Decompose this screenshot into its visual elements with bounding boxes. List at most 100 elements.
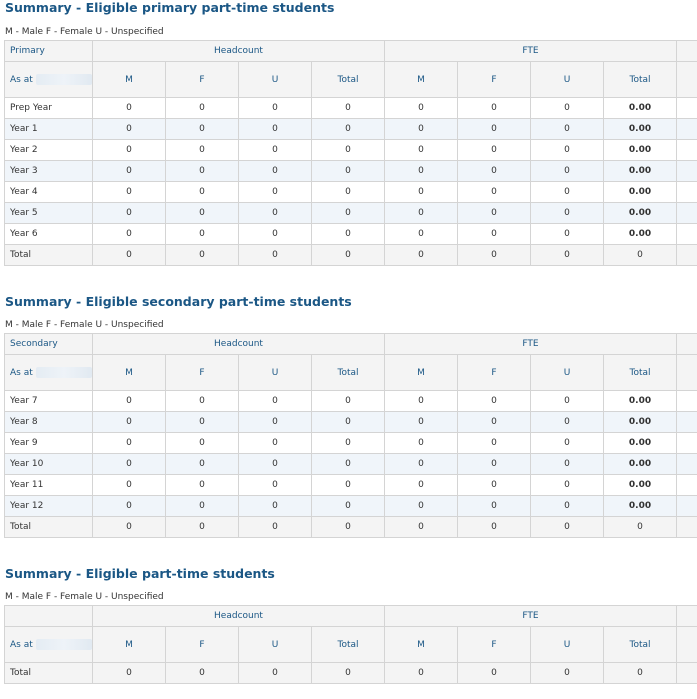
overflow-column	[676, 181, 697, 203]
table-cell: 0	[92, 118, 166, 140]
table-row: Year 5 0 0 0 0 0 0 0 0.00	[4, 202, 697, 224]
overflow-column	[676, 516, 697, 538]
table-cell: 0	[457, 474, 531, 496]
total-label: Total	[4, 662, 93, 684]
table-cell: 0	[384, 390, 458, 412]
overall-legend: M - Male F - Female U - Unspecified	[5, 592, 164, 602]
total-cell: 0	[530, 662, 604, 684]
table-cell: 0.00	[602, 160, 678, 182]
table-cell: 0	[384, 202, 458, 224]
table-cell: 0	[311, 453, 385, 475]
total-cell: 0	[602, 244, 678, 266]
table-cell: 0.00	[602, 139, 678, 161]
table-cell: 0	[530, 181, 604, 203]
redacted-date	[35, 367, 92, 378]
table-cell: 0	[165, 453, 239, 475]
overflow-column	[676, 453, 697, 475]
overflow-column	[676, 160, 697, 182]
table-row: Year 4 0 0 0 0 0 0 0 0.00	[4, 181, 697, 203]
as-at-label: As at	[10, 640, 33, 650]
table-cell: 0	[457, 390, 531, 412]
column-header: F	[457, 61, 531, 98]
table-cell: 0	[457, 160, 531, 182]
table-cell: 0	[384, 118, 458, 140]
column-header: Total	[602, 626, 678, 663]
total-cell: 0	[457, 244, 531, 266]
group-label	[4, 605, 93, 627]
table-cell: 0	[311, 139, 385, 161]
column-header: M	[384, 354, 458, 391]
table-cell: 0	[165, 223, 239, 245]
row-label: Year 2	[4, 139, 93, 161]
table-cell: 0.00	[602, 97, 678, 119]
table-cell: 0	[457, 97, 531, 119]
total-cell: 0	[311, 516, 385, 538]
column-header: M	[92, 61, 166, 98]
table-cell: 0	[311, 432, 385, 454]
table-cell: 0	[530, 118, 604, 140]
row-label: Year 3	[4, 160, 93, 182]
table-row: Year 9 0 0 0 0 0 0 0 0.00	[4, 432, 697, 454]
table-cell: 0	[530, 495, 604, 517]
column-header: U	[530, 354, 604, 391]
overflow-column	[676, 40, 697, 62]
table-row: Year 10 0 0 0 0 0 0 0 0.00	[4, 453, 697, 475]
table-cell: 0	[530, 223, 604, 245]
table-cell: 0	[92, 495, 166, 517]
overflow-column	[676, 390, 697, 412]
table-cell: 0	[165, 139, 239, 161]
table-cell: 0.00	[602, 223, 678, 245]
table-cell: 0	[92, 453, 166, 475]
table-cell: 0	[92, 181, 166, 203]
overflow-column	[676, 244, 697, 266]
headcount-group-header: Headcount	[92, 40, 385, 62]
column-header: M	[92, 354, 166, 391]
table-cell: 0	[238, 453, 312, 475]
table-cell: 0	[530, 432, 604, 454]
table-cell: 0	[530, 160, 604, 182]
overflow-column	[676, 626, 697, 663]
total-cell: 0	[384, 516, 458, 538]
table-cell: 0	[384, 432, 458, 454]
group-header-row: Primary Headcount FTE	[4, 40, 697, 62]
table-cell: 0.00	[602, 181, 678, 203]
table-row: Year 1 0 0 0 0 0 0 0 0.00	[4, 118, 697, 140]
table-row: Year 7 0 0 0 0 0 0 0 0.00	[4, 390, 697, 412]
table-cell: 0	[92, 97, 166, 119]
table-cell: 0	[165, 411, 239, 433]
table-row: Year 6 0 0 0 0 0 0 0 0.00	[4, 223, 697, 245]
secondary-section-title: Summary - Eligible secondary part-time s…	[5, 294, 352, 309]
column-header-row: As at M F U Total M F U Total	[4, 61, 697, 98]
column-header: U	[238, 354, 312, 391]
table-cell: 0	[238, 495, 312, 517]
row-label: Year 5	[4, 202, 93, 224]
column-header: U	[238, 626, 312, 663]
column-header: Total	[602, 61, 678, 98]
secondary-summary-table: Secondary Headcount FTE As at M F U Total M F U Tot…	[4, 333, 697, 538]
row-label: Year 6	[4, 223, 93, 245]
total-cell: 0	[238, 516, 312, 538]
table-cell: 0	[457, 453, 531, 475]
overflow-column	[676, 354, 697, 391]
primary-section-title: Summary - Eligible primary part-time stu…	[5, 0, 335, 15]
overall-summary-table: Headcount FTE As at M F U Total M F U Total Total 0 0…	[4, 605, 697, 684]
total-cell: 0	[384, 662, 458, 684]
table-cell: 0	[165, 160, 239, 182]
table-cell: 0	[92, 139, 166, 161]
column-header: F	[457, 354, 531, 391]
table-cell: 0	[384, 411, 458, 433]
column-header-row: As at M F U Total M F U Total	[4, 626, 697, 663]
table-cell: 0	[311, 390, 385, 412]
overflow-column	[676, 139, 697, 161]
table-cell: 0.00	[602, 390, 678, 412]
table-cell: 0	[238, 118, 312, 140]
table-cell: 0	[238, 432, 312, 454]
table-cell: 0	[165, 390, 239, 412]
table-cell: 0.00	[602, 453, 678, 475]
column-header: M	[384, 626, 458, 663]
table-cell: 0	[311, 474, 385, 496]
as-at-header: As at	[4, 626, 93, 663]
table-cell: 0	[311, 97, 385, 119]
table-cell: 0	[530, 411, 604, 433]
table-cell: 0	[384, 181, 458, 203]
